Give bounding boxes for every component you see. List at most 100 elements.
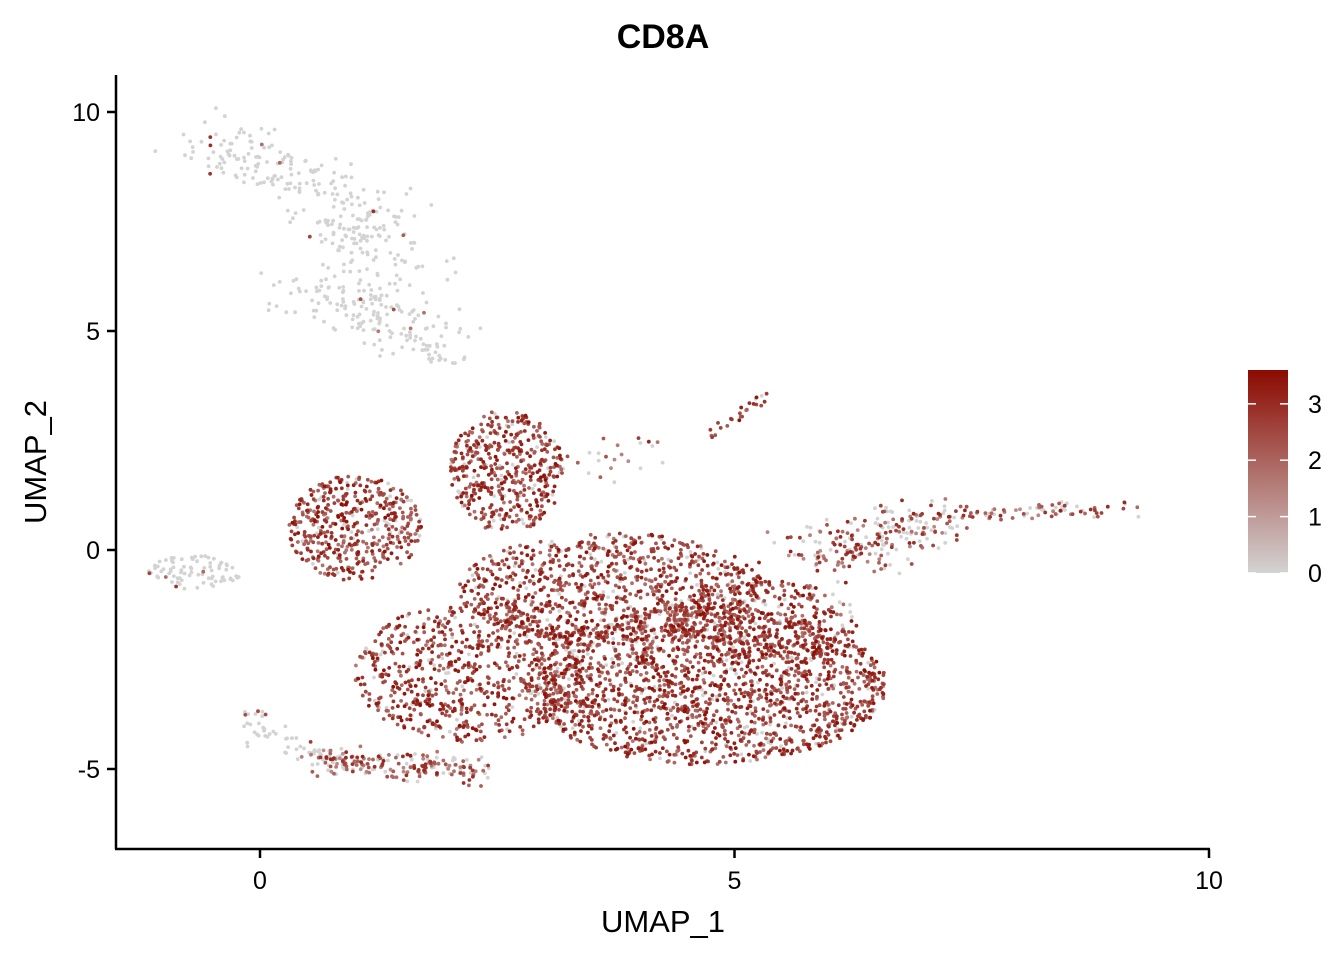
data-point [224, 567, 229, 572]
data-point [933, 530, 937, 534]
data-point [605, 670, 610, 675]
data-point [599, 618, 603, 623]
data-point [334, 765, 338, 769]
data-point [760, 730, 764, 735]
data-point [458, 606, 463, 611]
data-point [365, 267, 369, 271]
data-point [341, 285, 346, 289]
data-point [373, 248, 378, 253]
data-point [235, 575, 240, 580]
data-point [487, 613, 492, 618]
data-point [605, 635, 609, 639]
data-point [759, 393, 764, 398]
data-point [646, 533, 651, 538]
data-point [370, 510, 375, 514]
data-point [652, 631, 657, 636]
data-point [489, 569, 493, 574]
data-point [443, 358, 448, 362]
data-point [539, 602, 544, 606]
data-point [381, 626, 386, 631]
data-point [784, 696, 789, 701]
data-point [809, 658, 813, 662]
data-point [844, 681, 849, 686]
data-point [507, 609, 512, 614]
data-point [507, 679, 512, 684]
data-point [473, 769, 478, 774]
data-point [653, 577, 658, 582]
data-point [615, 699, 620, 704]
data-point [416, 648, 420, 652]
data-point [206, 576, 211, 581]
data-point [391, 699, 396, 704]
data-point [1083, 511, 1087, 516]
data-point [436, 761, 441, 766]
data-point [248, 722, 253, 727]
data-point [843, 707, 848, 711]
data-point [189, 570, 194, 575]
data-point [311, 178, 316, 183]
data-point [417, 774, 422, 779]
data-point [679, 680, 684, 685]
data-point [680, 541, 684, 546]
data-point [884, 536, 889, 541]
data-point [383, 500, 388, 504]
data-point [649, 609, 653, 614]
data-point [337, 244, 342, 249]
data-point [405, 717, 409, 722]
data-point [490, 419, 494, 424]
data-point [835, 612, 839, 617]
data-point [389, 305, 394, 309]
data-point [222, 114, 227, 119]
data-point [627, 654, 632, 659]
data-point [1095, 514, 1100, 519]
data-point [202, 566, 207, 570]
data-point [675, 654, 679, 659]
data-point [371, 312, 376, 317]
data-point [914, 531, 918, 536]
data-point [789, 667, 794, 671]
data-point [952, 515, 956, 520]
data-point [343, 304, 348, 308]
data-point [665, 749, 669, 754]
data-point [239, 127, 244, 132]
data-point [549, 574, 554, 578]
data-point [548, 671, 553, 676]
data-point [475, 624, 480, 629]
data-point [770, 684, 774, 689]
data-point [635, 658, 640, 662]
data-point [838, 690, 843, 695]
data-point [719, 593, 724, 598]
data-point [606, 573, 611, 578]
data-point [408, 333, 412, 338]
data-point [543, 681, 548, 685]
data-point [344, 510, 349, 515]
data-point [397, 669, 402, 674]
data-point [1099, 511, 1104, 515]
data-point [467, 567, 472, 572]
data-point [486, 664, 491, 668]
data-point [384, 305, 388, 309]
data-point [497, 513, 502, 517]
data-point [482, 691, 487, 696]
data-point [510, 577, 515, 582]
data-point [326, 266, 331, 270]
data-point [804, 699, 809, 704]
data-point [376, 486, 381, 491]
data-point [371, 757, 375, 762]
data-point [427, 357, 431, 361]
data-point [534, 650, 539, 655]
data-point [357, 321, 361, 326]
data-point [842, 544, 847, 549]
data-point [533, 515, 538, 520]
data-point [389, 640, 394, 645]
data-point [764, 731, 769, 736]
data-point [344, 313, 349, 318]
data-point [454, 687, 459, 692]
data-point [909, 562, 914, 566]
data-point [338, 559, 343, 564]
data-point [288, 181, 293, 186]
data-point [720, 724, 725, 729]
data-point [290, 543, 295, 548]
data-point [702, 680, 707, 685]
data-point [555, 588, 560, 593]
